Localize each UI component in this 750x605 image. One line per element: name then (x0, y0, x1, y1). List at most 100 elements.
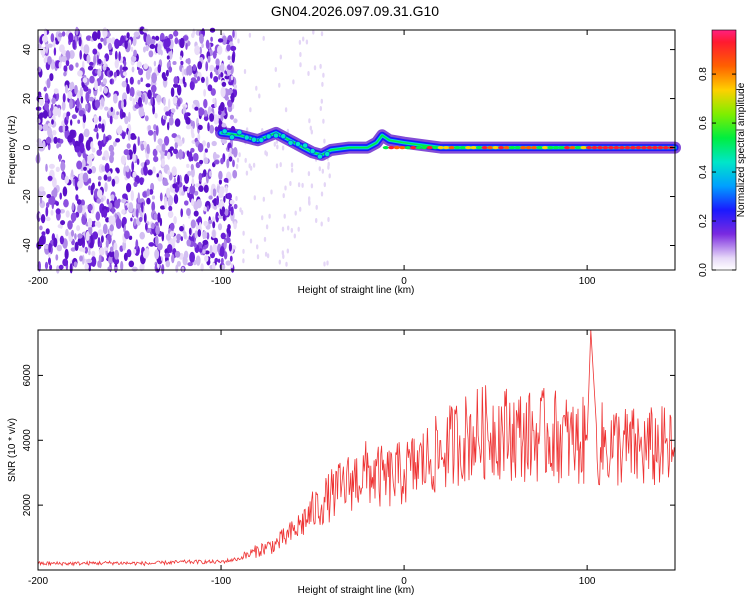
heatmap-noise-blob (293, 233, 296, 239)
colorbar-gradient (711, 29, 737, 271)
heatmap-noise-blob (106, 198, 110, 205)
ridge-hot-spot (382, 146, 389, 150)
heatmap-noise-blob (51, 119, 54, 125)
heatmap-noise-blob (203, 157, 209, 165)
heatmap-noise-blob (94, 79, 98, 91)
heatmap-noise-blob (160, 205, 166, 210)
heatmap-noise-blob (210, 187, 213, 198)
snr-y-axis-label: SNR (10 * v/v) (7, 418, 18, 482)
heatmap-noise-blob (93, 54, 97, 66)
heatmap-noise-blob (327, 217, 330, 222)
heatmap-noise-blob (62, 124, 66, 134)
heatmap-noise-blob (85, 91, 90, 103)
heatmap-noise-blob (226, 88, 233, 96)
heatmap-noise-blob (233, 147, 238, 158)
ridge-hot-spot (575, 146, 581, 150)
heatmap-noise-blob (98, 181, 101, 187)
heatmap-noise-blob (86, 54, 91, 64)
heatmap-noise-blob (199, 46, 203, 55)
heatmap-noise-blob (148, 50, 154, 58)
heatmap-noise-blob (215, 69, 220, 76)
heatmap-noise-blob (104, 162, 110, 173)
heatmap-noise-blob (169, 146, 174, 151)
heatmap-noise-blob (131, 161, 135, 172)
heatmap-noise-blob (171, 254, 175, 264)
heatmap-noise-blob (82, 247, 86, 253)
heatmap-noise-blob (123, 60, 127, 67)
heatmap-noise-blob (100, 197, 104, 203)
heatmap-noise-blob (198, 172, 203, 182)
heatmap-noise-blob (208, 170, 212, 177)
heatmap-noise-blob (218, 109, 222, 116)
heatmap-noise-blob (83, 86, 89, 92)
heatmap-noise-blob (258, 93, 261, 99)
heatmap-y-tick-label: -20 (22, 189, 33, 204)
snr-x-tick-label: -200 (28, 576, 48, 587)
heatmap-noise-blob (74, 233, 77, 240)
heatmap-noise-blob (65, 228, 69, 237)
heatmap-noise-blob (252, 162, 256, 168)
heatmap-noise-blob (96, 198, 101, 204)
heatmap-noise-blob (315, 204, 318, 210)
heatmap-noise-blob (223, 251, 228, 260)
heatmap-noise-blob (136, 91, 142, 97)
heatmap-noise-blob (76, 97, 80, 109)
heatmap-noise-blob (48, 257, 51, 266)
heatmap-noise-blob (153, 213, 158, 221)
heatmap-noise-blob (133, 31, 140, 38)
heatmap-noise-blob (202, 240, 209, 245)
heatmap-noise-blob (78, 133, 84, 144)
heatmap-noise-blob (64, 175, 69, 184)
heatmap-noise-blob (63, 65, 68, 72)
heatmap-noise-blob (202, 249, 206, 254)
heatmap-noise-blob (113, 257, 120, 265)
snr-x-axis-label: Height of straight line (km) (298, 585, 415, 596)
heatmap-noise-blob (140, 77, 143, 82)
heatmap-noise-blob (230, 75, 234, 81)
heatmap-noise-blob (107, 175, 112, 182)
heatmap-noise-blob (113, 93, 118, 104)
heatmap-noise-blob (190, 163, 194, 171)
heatmap-noise-blob (196, 218, 201, 223)
heatmap-noise-blob (308, 118, 311, 124)
heatmap-noise-blob (41, 231, 46, 236)
heatmap-noise-blob (281, 145, 285, 151)
heatmap-noise-blob (207, 122, 210, 132)
heatmap-noise-blob (157, 43, 162, 55)
heatmap-noise-blob (212, 50, 217, 59)
heatmap-noise-blob (101, 165, 106, 172)
heatmap-noise-blob (121, 198, 127, 204)
heatmap-noise-blob (207, 84, 213, 92)
heatmap-noise-blob (103, 57, 106, 67)
heatmap-noise-blob (217, 38, 224, 43)
heatmap-noise-blob (161, 264, 165, 275)
heatmap-noise-blob (126, 143, 131, 149)
heatmap-noise-blob (85, 104, 89, 112)
heatmap-noise-blob (226, 192, 232, 200)
heatmap-noise-blob (116, 111, 119, 116)
heatmap-noise-blob (307, 171, 311, 177)
snr-x-tick-label: -100 (211, 576, 231, 587)
ridge-hot-spot (635, 146, 642, 150)
heatmap-noise-blob (165, 37, 171, 48)
ridge-hot-spot (481, 146, 488, 150)
heatmap-noise-blob (97, 68, 102, 77)
heatmap-noise-blob (223, 177, 229, 183)
heatmap-noise-blob (202, 140, 206, 147)
heatmap-noise-blob (154, 249, 160, 260)
heatmap-noise-blob (215, 211, 220, 223)
heatmap-noise-blob (215, 58, 220, 66)
heatmap-noise-blob (151, 222, 155, 229)
ridge-hot-spot (662, 146, 669, 150)
snr-series-line (38, 330, 675, 567)
ridge-cyan-spot (324, 151, 331, 157)
heatmap-noise-blob (187, 57, 191, 65)
ridge-hot-spot (613, 146, 620, 150)
heatmap-noise-blob (44, 261, 49, 270)
heatmap-noise-blob (151, 195, 155, 200)
heatmap-noise-blob (132, 171, 137, 178)
heatmap-noise-blob (105, 239, 109, 248)
heatmap-noise-blob (79, 50, 82, 60)
heatmap-noise-blob (322, 118, 325, 124)
